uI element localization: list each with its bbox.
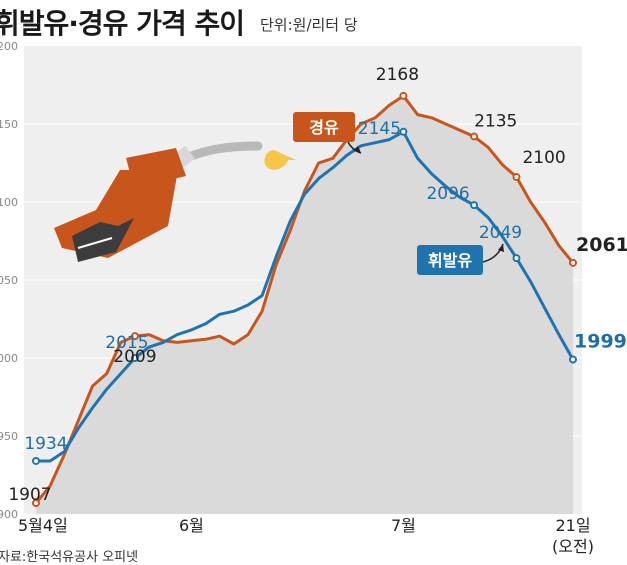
y-tick-label: 2100 — [0, 196, 18, 209]
data-label: 2049 — [479, 223, 522, 243]
data-point — [569, 355, 577, 364]
data-point — [32, 499, 40, 508]
y-axis: 1900 1950 2000 2050 2100 2150 2200 — [0, 40, 18, 521]
unit-label: 단위:원/리터 당 — [260, 16, 358, 34]
y-tick-label: 1900 — [0, 508, 18, 521]
x-tick-label: 6월 — [179, 516, 204, 535]
x-tick-sublabel: (오전) — [552, 537, 594, 556]
x-axis: 5월4일 6월 7월 21일 (오전) — [18, 516, 594, 556]
legend-diesel: 경유 — [293, 112, 362, 154]
data-label: 1999 — [574, 331, 627, 353]
data-label: 2061 — [576, 234, 627, 256]
x-tick-label: 7월 — [391, 516, 416, 535]
data-label: 2135 — [474, 111, 517, 131]
data-label: 1934 — [24, 434, 67, 454]
y-tick-label: 2200 — [0, 40, 18, 53]
legend-badge-gasoline — [417, 245, 483, 275]
data-point — [32, 456, 40, 465]
data-point — [399, 127, 408, 136]
legend-label-diesel: 경유 — [309, 118, 339, 137]
legend-badge-diesel — [293, 112, 355, 142]
data-point — [512, 254, 521, 263]
x-tick-label: 21일 — [555, 516, 590, 535]
data-point — [512, 173, 521, 182]
data-label: 1907 — [8, 485, 51, 505]
data-point — [569, 258, 577, 267]
data-point — [130, 332, 139, 341]
legend-label-gasoline: 휘발유 — [428, 251, 472, 270]
data-point — [470, 201, 479, 210]
data-label: 2015 — [105, 333, 148, 353]
data-label: 2009 — [113, 347, 156, 367]
series-line-diesel — [34, 94, 575, 505]
data-point — [130, 354, 139, 362]
data-label: 2096 — [426, 184, 469, 204]
data-label: 2168 — [376, 65, 419, 85]
x-tick-label: 5월4일 — [18, 516, 68, 535]
source-note: 자료:한국석유공사 오피넷 — [0, 550, 139, 565]
data-point — [399, 91, 408, 100]
legend-gasoline: 휘발유 — [417, 243, 504, 275]
chart-title: 휘발유·경유 가격 추이 — [0, 7, 245, 40]
y-tick-label: 2150 — [0, 118, 18, 131]
area-fill — [36, 95, 573, 515]
y-tick-label: 2050 — [0, 274, 18, 287]
data-points — [32, 91, 577, 508]
data-point — [470, 132, 479, 141]
y-tick-label: 1950 — [0, 430, 18, 443]
data-label: 2100 — [522, 148, 565, 168]
series-line-gasoline — [36, 130, 575, 463]
y-tick-label: 2000 — [0, 352, 18, 365]
fuel-nozzle-icon — [54, 141, 296, 262]
data-label: 2145 — [358, 119, 401, 139]
